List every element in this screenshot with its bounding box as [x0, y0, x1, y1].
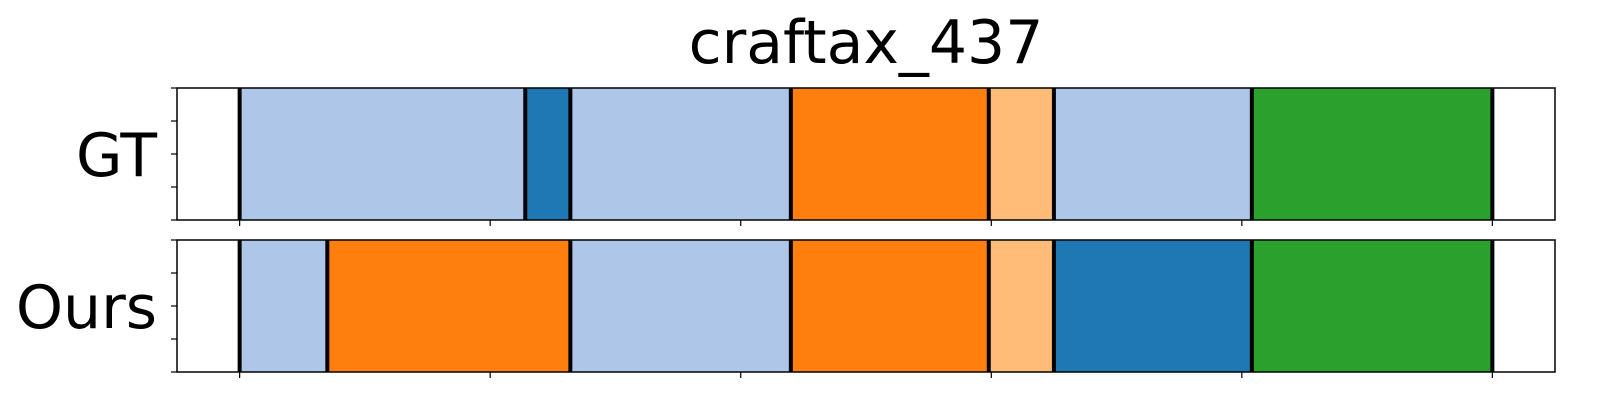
segment-bar	[239, 88, 526, 220]
segment-bar	[988, 240, 1054, 372]
segment-bar	[988, 88, 1054, 220]
row-ours: Ours	[16, 239, 1556, 378]
segment-bar	[525, 88, 571, 220]
segment-bar	[570, 240, 791, 372]
chart-title: craftax_437	[689, 8, 1044, 78]
segment-bar	[790, 88, 989, 220]
segment-bar	[239, 240, 328, 372]
segment-bar	[1251, 240, 1493, 372]
segment-bar	[570, 88, 791, 220]
segment-bar	[1053, 240, 1252, 372]
segment-bar	[790, 240, 989, 372]
segment-bar	[327, 240, 571, 372]
segment-bar	[1053, 88, 1252, 220]
segment-bar	[1251, 88, 1493, 220]
row-gt: GT	[76, 87, 1556, 226]
row-label: Ours	[16, 273, 157, 343]
row-label: GT	[76, 121, 157, 191]
